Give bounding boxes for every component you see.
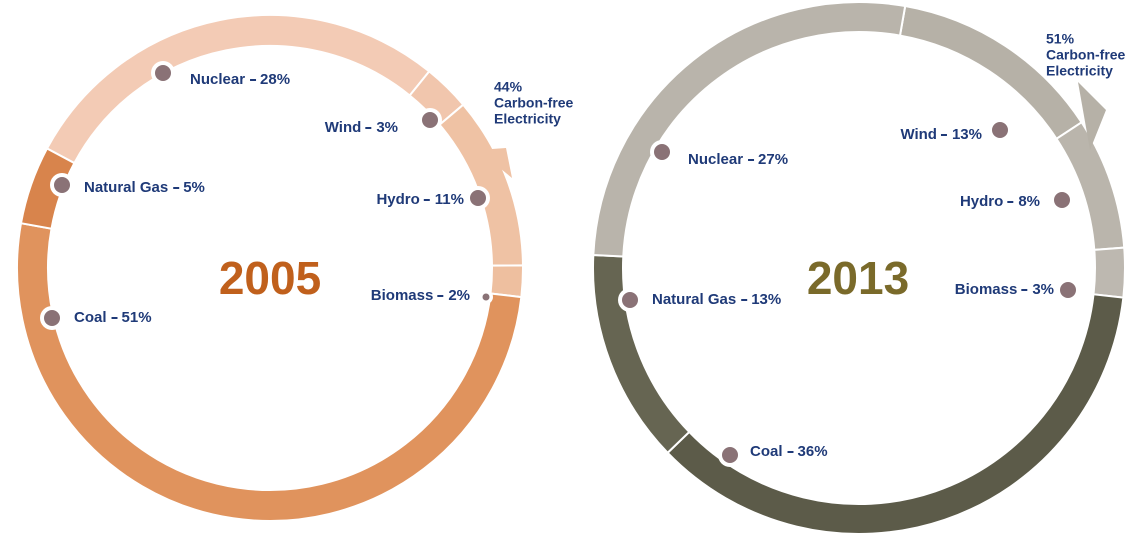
value-label: 36% (798, 443, 828, 460)
category-label: Hydro (960, 193, 1003, 210)
category-label: Nuclear (688, 151, 743, 168)
ring-segment (19, 147, 76, 230)
label-dot (1054, 192, 1070, 208)
annotation-value: 51% (1046, 31, 1075, 47)
value-label: 3% (376, 119, 398, 136)
ring-segment (666, 293, 1125, 535)
category-label: Natural Gas (652, 291, 736, 308)
ring-segment (45, 14, 431, 165)
ring-segment (438, 103, 524, 267)
label-dot (422, 112, 438, 128)
value-label: 13% (751, 291, 781, 308)
category-label: Natural Gas (84, 179, 168, 196)
category-label: Hydro (376, 191, 419, 208)
year-title: 2013 (807, 252, 909, 304)
label-dot (992, 122, 1008, 138)
category-label: Wind (900, 126, 937, 143)
label-dot (1060, 282, 1076, 298)
category-label: Biomass (371, 287, 434, 304)
category-label: Wind (325, 119, 362, 136)
annotation-text: Carbon-free (1046, 47, 1126, 63)
label-dot (654, 144, 670, 160)
label-dot (482, 293, 490, 301)
value-label: 2% (448, 287, 470, 304)
annotation-text: Electricity (494, 111, 561, 127)
value-label: 28% (260, 71, 290, 88)
value-label: 51% (122, 309, 152, 326)
value-label: 13% (952, 126, 982, 143)
category-label: Coal (750, 443, 783, 460)
value-label: 11% (435, 191, 464, 208)
callout-arrow (478, 148, 512, 178)
ring-segment (592, 253, 691, 455)
year-title: 2005 (219, 252, 321, 304)
label-dot (722, 447, 738, 463)
label-dot (54, 177, 70, 193)
category-label: Nuclear (190, 71, 245, 88)
label-dot (44, 310, 60, 326)
annotation-text: Electricity (1046, 63, 1113, 79)
ring-segment (592, 1, 907, 258)
ring-segment (489, 264, 524, 299)
value-label: 3% (1032, 281, 1054, 298)
callout-arrow (1078, 82, 1106, 150)
ring-segment (1092, 246, 1126, 299)
value-label: 5% (183, 179, 205, 196)
label-dot (622, 292, 638, 308)
value-label: 8% (1018, 193, 1040, 210)
category-label: Coal (74, 309, 107, 326)
value-label: 27% (758, 151, 788, 168)
label-dot (155, 65, 171, 81)
category-label: Biomass (955, 281, 1018, 298)
label-dot (470, 190, 486, 206)
annotation-text: Carbon-free (494, 95, 574, 111)
annotation-value: 44% (494, 79, 523, 95)
